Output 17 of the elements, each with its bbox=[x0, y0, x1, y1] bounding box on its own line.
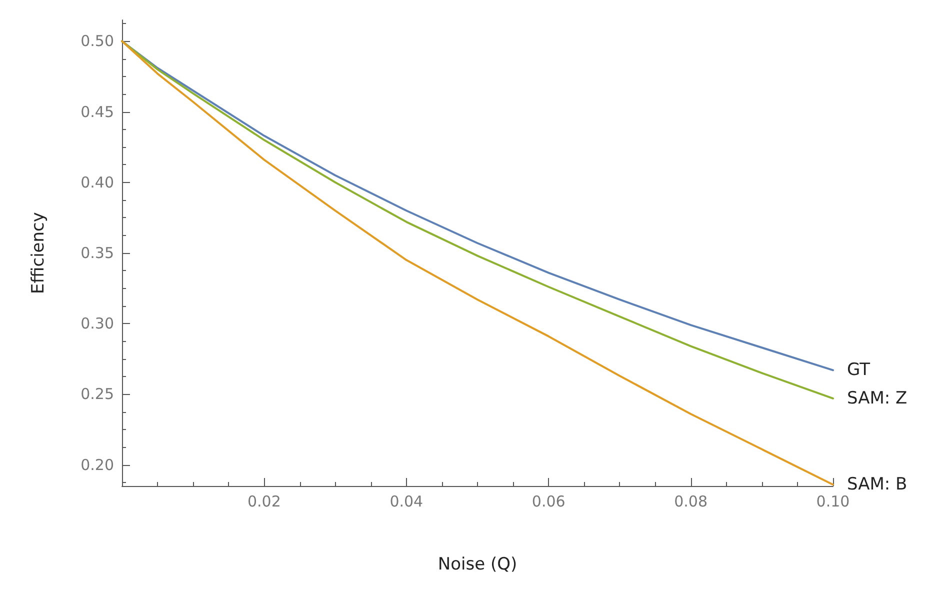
y-tick-label: 0.45 bbox=[80, 102, 114, 121]
y-axis-title: Efficiency bbox=[28, 212, 48, 294]
x-tick-label: 0.02 bbox=[247, 492, 281, 510]
x-tick-label: 0.06 bbox=[532, 492, 566, 510]
x-axis-title: Noise (Q) bbox=[438, 554, 518, 574]
y-tick-label: 0.35 bbox=[80, 244, 114, 262]
y-tick-label: 0.30 bbox=[80, 314, 114, 333]
y-tick-label: 0.20 bbox=[80, 456, 114, 474]
y-tick-label: 0.50 bbox=[80, 32, 114, 50]
x-tick-label: 0.08 bbox=[674, 492, 708, 510]
series-label: SAM: B bbox=[847, 474, 908, 495]
series-label: GT bbox=[847, 360, 871, 380]
y-tick-label: 0.25 bbox=[80, 385, 114, 404]
x-tick-label: 0.10 bbox=[816, 492, 850, 510]
y-tick-label: 0.40 bbox=[80, 173, 114, 192]
x-tick-label: 0.04 bbox=[390, 492, 424, 510]
series-label: SAM: Z bbox=[847, 388, 908, 408]
